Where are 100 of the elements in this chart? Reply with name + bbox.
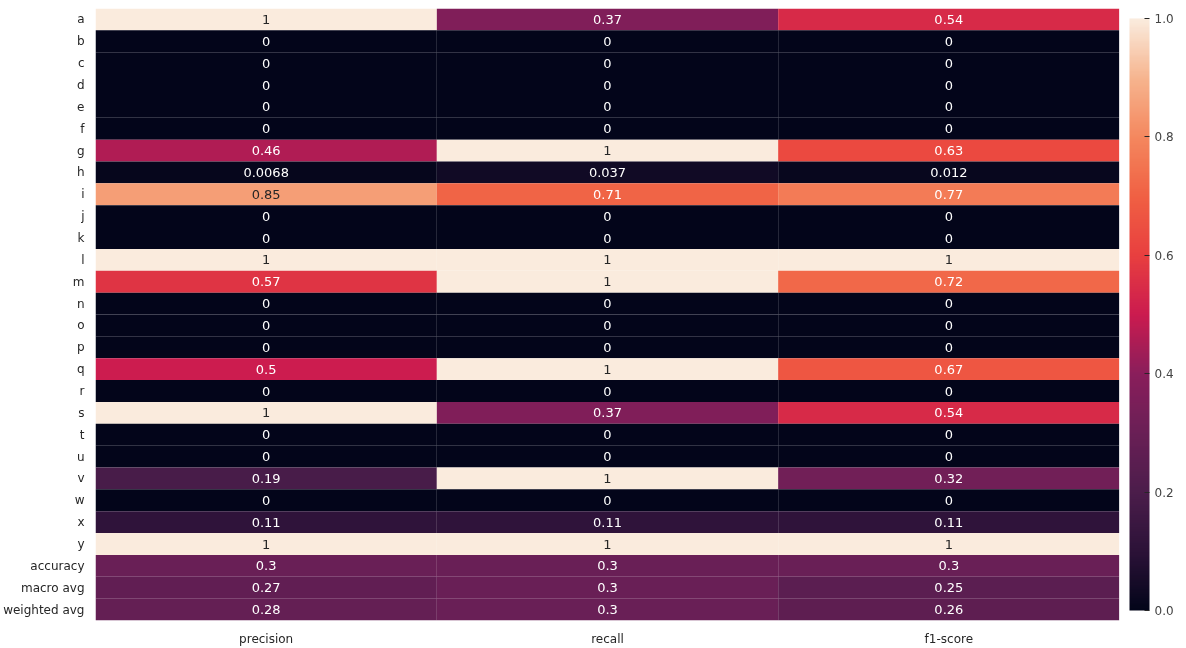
data-label: 0 — [603, 99, 612, 115]
data-label: 0 — [603, 339, 612, 355]
data-label: 0 — [944, 296, 953, 312]
data-label: 0 — [944, 492, 953, 508]
data-label: 0.0068 — [243, 164, 289, 180]
data-label: 0 — [603, 296, 612, 312]
y-tick-label: accuracy — [30, 558, 85, 573]
data-label: 0 — [262, 339, 271, 355]
data-label: 0.19 — [251, 470, 281, 486]
y-tick-label: b — [76, 34, 85, 49]
data-label: 0 — [603, 427, 612, 443]
y-tick-label: s — [78, 405, 85, 420]
data-label: 1 — [603, 361, 612, 377]
data-label: 0 — [262, 317, 271, 333]
data-label: 0.5 — [255, 361, 277, 377]
y-tick-label: m — [72, 274, 85, 289]
data-label: 0.46 — [251, 143, 281, 159]
data-label: 0 — [944, 99, 953, 115]
x-tick-label: precision — [239, 631, 294, 646]
data-label: 0 — [603, 230, 612, 246]
data-label: 0 — [262, 449, 271, 465]
data-label: 0.3 — [597, 580, 618, 596]
y-tick-label: g — [76, 143, 85, 158]
data-label: 0.72 — [934, 274, 964, 290]
data-label: 0 — [262, 296, 271, 312]
data-label: 0 — [944, 339, 953, 355]
data-label: 0.3 — [938, 558, 960, 574]
data-label: 0.3 — [597, 602, 618, 618]
y-tick-label: w — [74, 493, 85, 508]
data-label: 0 — [603, 449, 612, 465]
y-tick-label: c — [77, 56, 85, 71]
data-label: 0.57 — [251, 274, 281, 290]
data-label: 1 — [603, 470, 612, 486]
y-tick-label: l — [81, 252, 85, 267]
y-tick-label: i — [81, 187, 85, 202]
y-tick-label: f — [80, 121, 86, 136]
data-label: 0.27 — [251, 580, 281, 596]
data-label: 0 — [944, 77, 953, 93]
y-tick-label: h — [76, 165, 85, 180]
data-label: 0 — [262, 383, 271, 399]
data-label: 1 — [262, 252, 271, 268]
data-label: 1 — [944, 252, 953, 268]
data-label: 0 — [262, 208, 271, 224]
color-bar-label: 0.8 — [1154, 130, 1174, 145]
data-label: 0.11 — [593, 514, 622, 530]
data-label: 0 — [603, 55, 612, 71]
y-tick-label: p — [76, 340, 85, 355]
data-label: 1 — [603, 143, 612, 159]
data-label: 1 — [262, 405, 271, 421]
y-tick-label: k — [77, 231, 85, 245]
color-bar-label: 0.2 — [1154, 485, 1174, 500]
x-tick-label: f1-score — [924, 631, 974, 646]
y-tick-label: d — [76, 78, 85, 92]
data-label: 1 — [603, 252, 612, 268]
data-label: 0 — [262, 230, 271, 246]
data-label: 0 — [262, 55, 271, 71]
data-label: 0 — [944, 230, 953, 246]
data-label: 0 — [944, 121, 953, 137]
data-label: 0 — [603, 77, 612, 93]
data-label: 0.71 — [593, 186, 622, 202]
data-label: 0.63 — [934, 143, 964, 159]
data-label: 0 — [944, 427, 953, 443]
data-label: 0 — [603, 492, 612, 508]
data-label: 0.3 — [597, 558, 618, 574]
data-label: 1 — [944, 536, 953, 552]
data-label: 0.85 — [251, 186, 281, 202]
data-label: 0 — [262, 492, 271, 508]
data-label: 0 — [603, 33, 612, 49]
data-label: 0 — [262, 99, 271, 115]
data-label: 0.3 — [255, 558, 277, 574]
data-label: 0 — [944, 383, 953, 399]
data-label: 0 — [944, 317, 953, 333]
data-label: 0.37 — [593, 11, 622, 27]
y-tick-label: a — [77, 12, 85, 27]
y-tick-label: j — [80, 209, 85, 224]
data-label: 0 — [603, 208, 612, 224]
data-label: 0 — [603, 383, 612, 399]
data-label: 0 — [944, 33, 953, 49]
data-label: 1 — [603, 274, 612, 290]
y-tick-label: o — [77, 318, 85, 333]
data-label: 0.67 — [934, 361, 964, 377]
y-tick-label: e — [77, 99, 85, 114]
y-tick-label: q — [76, 362, 85, 377]
data-label: 0.037 — [588, 164, 627, 180]
data-label: 0 — [944, 449, 953, 465]
data-label: 0 — [603, 121, 612, 137]
data-label: 0.28 — [251, 602, 281, 618]
data-label: 0 — [262, 77, 271, 93]
y-tick-label: u — [76, 449, 85, 464]
y-tick-label: x — [77, 515, 85, 530]
y-tick-label: macro avg — [20, 580, 85, 595]
data-label: 0 — [262, 33, 271, 49]
data-label: 0.11 — [251, 514, 281, 530]
data-label: 0 — [262, 121, 271, 137]
data-label: 1 — [262, 11, 271, 27]
data-label: 0.32 — [934, 470, 964, 486]
data-label: 0.54 — [934, 405, 964, 421]
data-label: 0 — [944, 55, 953, 71]
data-label: 1 — [603, 536, 612, 552]
data-label: 1 — [262, 536, 271, 552]
